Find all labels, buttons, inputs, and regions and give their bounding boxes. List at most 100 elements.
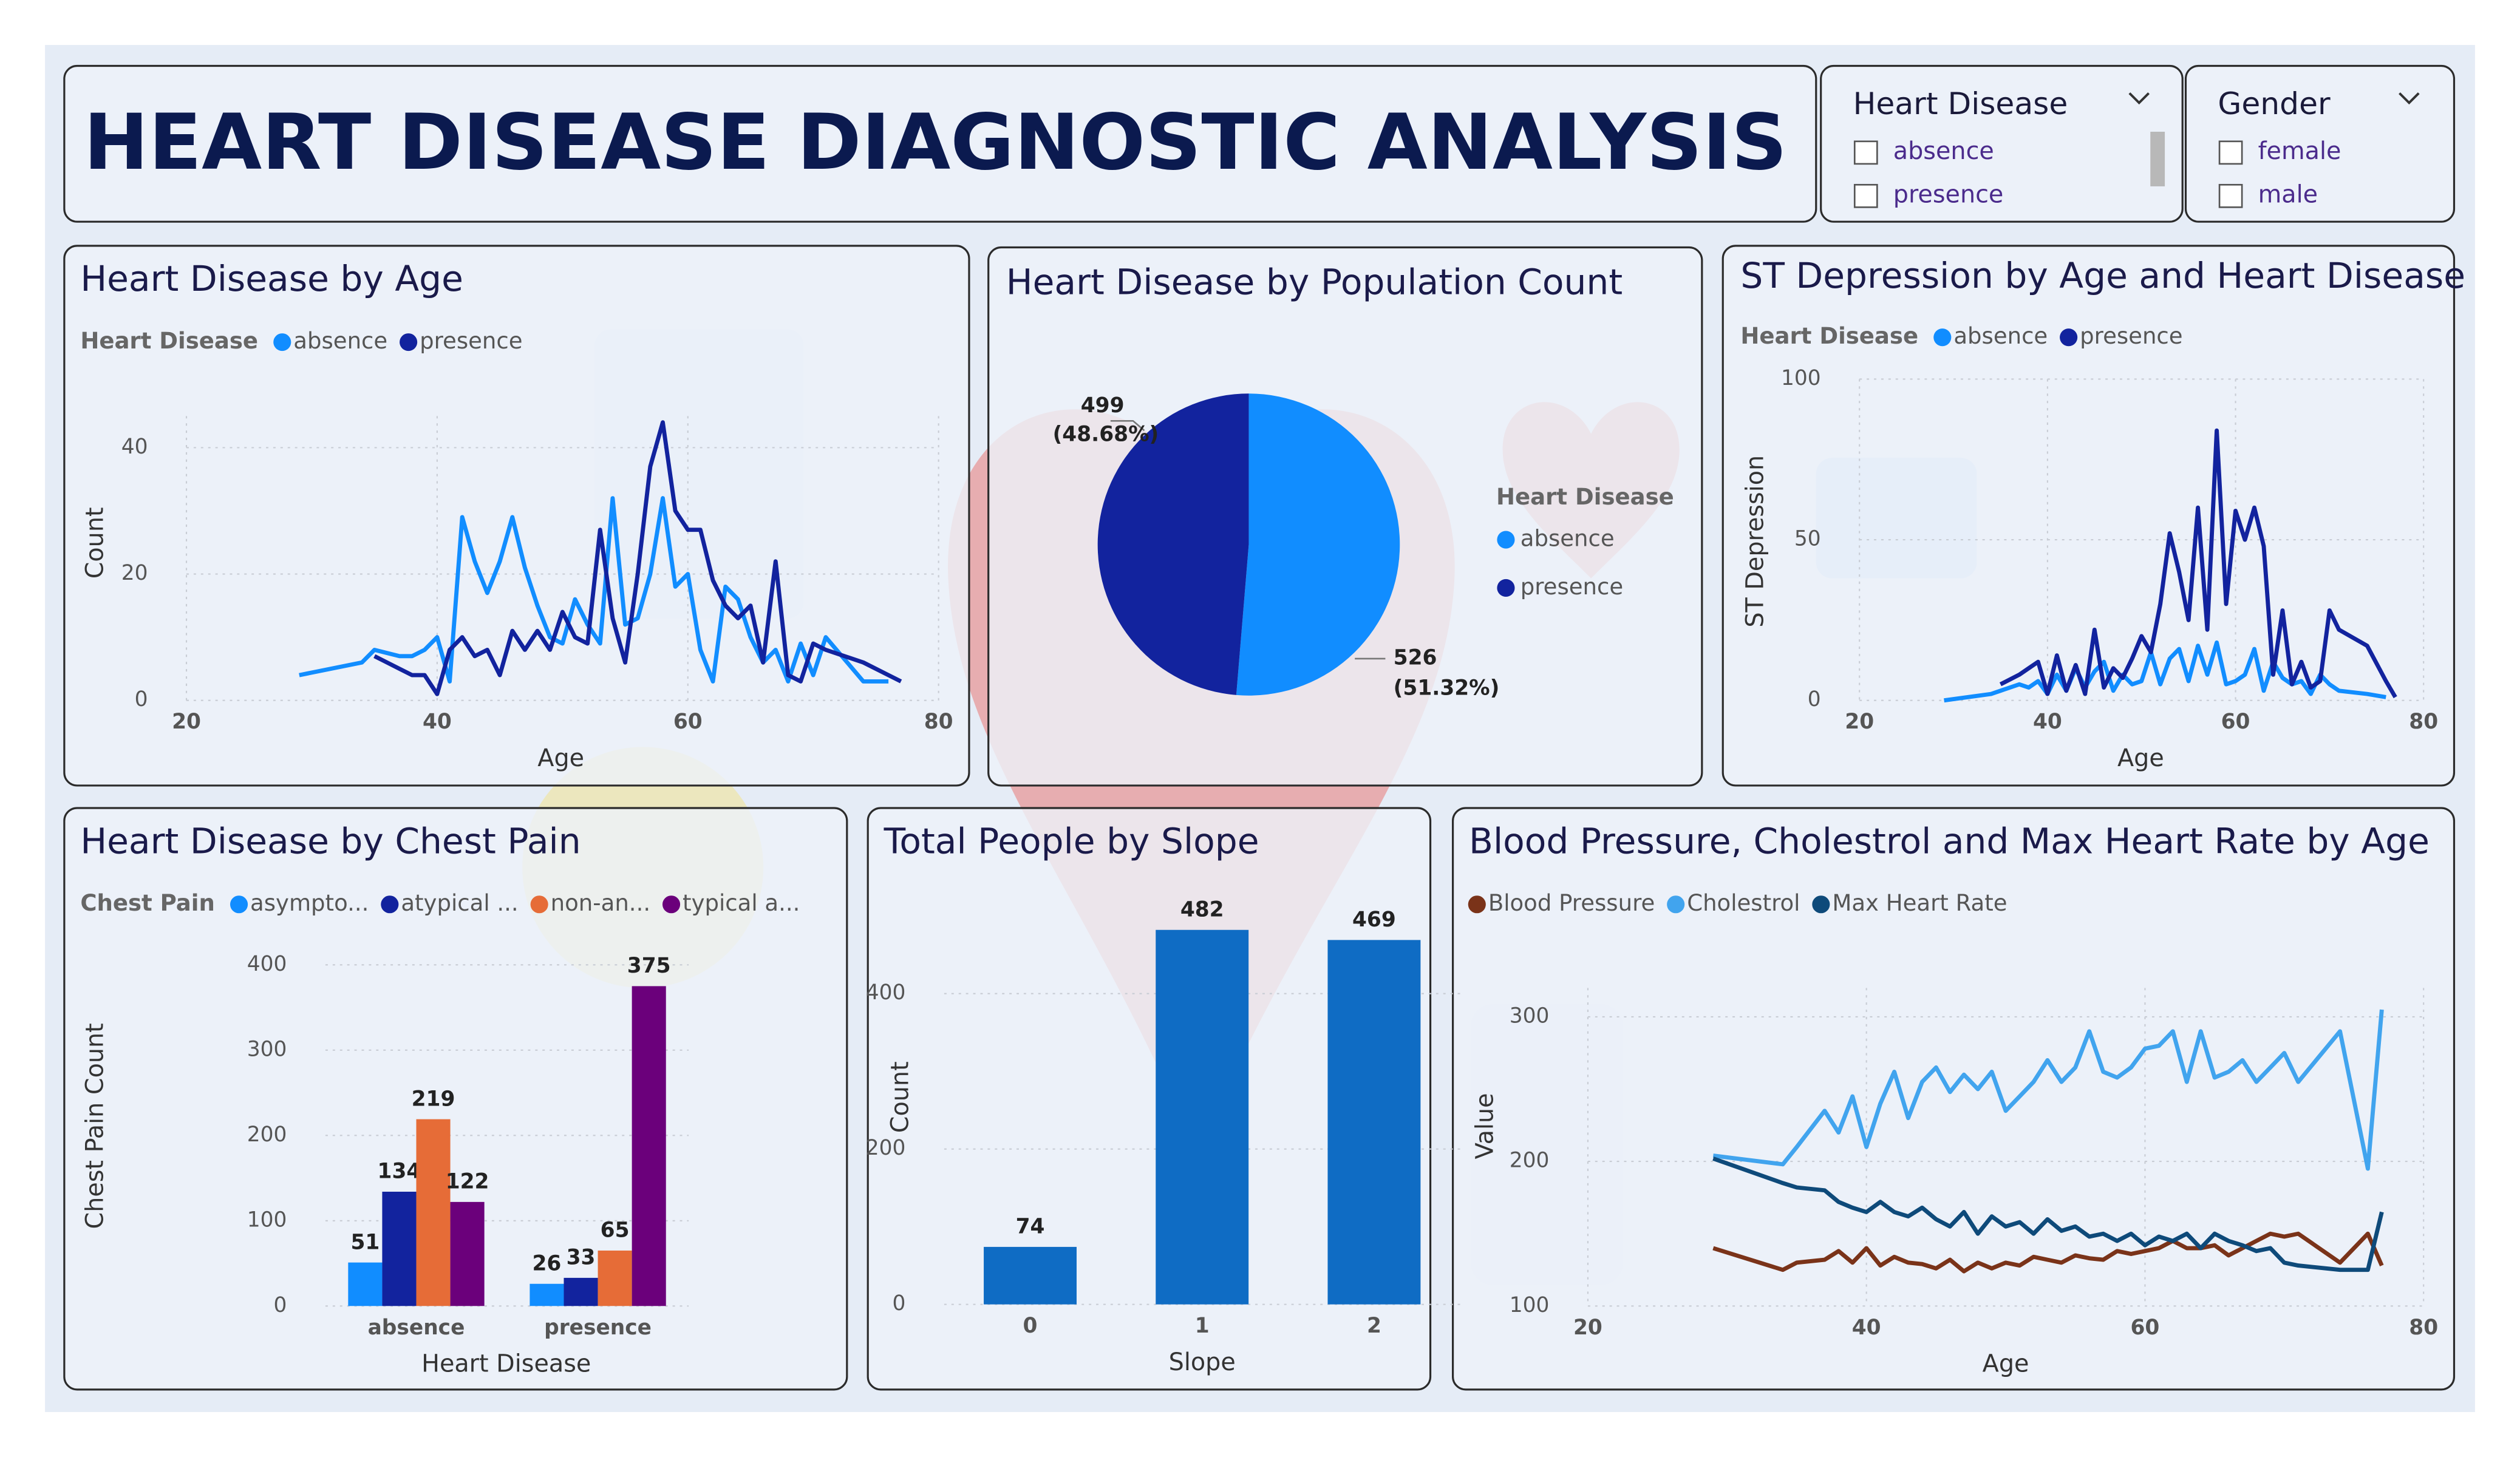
dashboard-title: HEART DISEASE DIAGNOSTIC ANALYSIS: [84, 97, 1787, 187]
bar: [984, 1246, 1077, 1305]
legend-marker: [381, 895, 399, 914]
y-tick-label: 0: [1808, 687, 1821, 712]
slicer-title[interactable]: Heart Disease: [1853, 86, 2068, 121]
x-tick-label: 20: [1573, 1316, 1602, 1340]
legend-marker: [1468, 895, 1486, 914]
x-axis-label: Age: [537, 744, 584, 772]
y-tick-label: 200: [247, 1122, 287, 1147]
y-tick-label: 20: [121, 561, 148, 585]
x-tick-label: 20: [172, 710, 201, 734]
legend-label: Max Heart Rate: [1832, 890, 2007, 916]
x-tick-label: 2: [1367, 1314, 1381, 1338]
title-panel: [63, 64, 1817, 223]
y-axis-label: Chest Pain Count: [81, 1023, 109, 1229]
dropdown-chevron[interactable]: [2128, 92, 2150, 105]
slicer-option[interactable]: female: [2258, 137, 2341, 165]
line-series: [1999, 428, 2397, 699]
y-tick-label: 200: [1510, 1149, 1550, 1173]
data-label: 526: [1394, 645, 1437, 670]
y-tick-label: 0: [893, 1291, 906, 1316]
chart-panel: [63, 245, 970, 787]
line-series: [1712, 1156, 2384, 1272]
x-tick-label: absence: [368, 1316, 465, 1340]
legend-marker: [1812, 895, 1830, 914]
x-tick-label: 60: [2221, 710, 2250, 734]
legend-title: Heart Disease: [80, 328, 258, 354]
line-series: [373, 420, 902, 696]
y-tick-label: 400: [247, 952, 287, 976]
slicer-scrollbar[interactable]: [2150, 131, 2165, 186]
x-tick-label: 40: [423, 710, 452, 734]
data-label: (51.32%): [1394, 676, 1500, 701]
legend-label: presence: [420, 328, 522, 354]
chart-title: Heart Disease by Population Count: [1006, 261, 1623, 302]
legend-marker: [273, 333, 291, 352]
y-tick-label: 0: [135, 687, 148, 712]
legend-title: Chest Pain: [80, 890, 215, 916]
y-tick-label: 200: [866, 1136, 906, 1160]
chart-title: Total People by Slope: [884, 820, 1259, 861]
data-label: 26: [533, 1251, 562, 1275]
line-series: [1944, 640, 2386, 703]
legend-marker: [2060, 328, 2078, 347]
legend-label: asympto...: [250, 890, 369, 916]
bar: [382, 1192, 417, 1306]
x-tick-label: 0: [1023, 1314, 1038, 1338]
slicer-option[interactable]: absence: [1893, 137, 1994, 165]
chart-title: Heart Disease by Chest Pain: [80, 820, 581, 861]
slicer-checkbox[interactable]: [2218, 140, 2243, 165]
y-tick-label: 100: [247, 1207, 287, 1232]
legend-marker: [400, 333, 418, 352]
data-label: 219: [412, 1087, 455, 1111]
x-axis-label: Heart Disease: [421, 1350, 591, 1378]
legend-marker: [1497, 579, 1515, 597]
chart-title: ST Depression by Age and Heart Disease: [1740, 255, 2465, 296]
y-tick-label: 50: [1794, 527, 1821, 551]
slicer-option[interactable]: male: [2258, 180, 2318, 208]
dropdown-chevron[interactable]: [2399, 92, 2420, 105]
slicer-title[interactable]: Gender: [2218, 86, 2331, 121]
bar: [632, 986, 666, 1306]
data-label: 33: [567, 1246, 596, 1270]
slicer-checkbox[interactable]: [1853, 183, 1878, 208]
y-axis-label: Count: [81, 507, 109, 579]
x-tick-label: 20: [1845, 710, 1874, 734]
line-series: [1712, 1009, 2384, 1171]
x-axis-label: Age: [2117, 744, 2164, 772]
x-tick-label: 60: [2131, 1316, 2160, 1340]
legend-label: non-an...: [551, 890, 650, 916]
legend-label: absence: [1953, 323, 2048, 349]
pie-slice: [1236, 393, 1400, 696]
y-tick-label: 400: [866, 980, 906, 1005]
x-tick-label: 80: [2409, 1316, 2438, 1340]
legend-title: Heart Disease: [1740, 323, 1918, 349]
chart-panel: [867, 807, 1432, 1391]
data-label: 482: [1180, 897, 1224, 922]
bar: [598, 1250, 632, 1306]
y-tick-label: 0: [274, 1293, 287, 1317]
slicer-panel: [2184, 64, 2456, 223]
legend-label: absence: [293, 328, 387, 354]
x-axis-label: Age: [1983, 1350, 2029, 1378]
y-axis-label: Value: [1471, 1093, 1499, 1159]
legend-label: absence: [1521, 526, 1615, 552]
y-tick-label: 300: [247, 1037, 287, 1061]
slicer-option[interactable]: presence: [1893, 180, 2004, 208]
slicer-checkbox[interactable]: [2218, 183, 2243, 208]
data-label: 51: [350, 1230, 380, 1254]
slicer-checkbox[interactable]: [1853, 140, 1878, 165]
legend-label: atypical ...: [401, 890, 518, 916]
legend-marker: [230, 895, 248, 914]
y-tick-label: 100: [1510, 1293, 1550, 1317]
bar: [1156, 929, 1249, 1305]
y-tick-label: 100: [1781, 366, 1821, 390]
x-axis-label: Slope: [1169, 1348, 1236, 1376]
legend-marker: [1497, 531, 1515, 549]
legend-title: Heart Disease: [1496, 484, 1674, 510]
bar: [530, 1283, 564, 1306]
x-tick-label: 40: [1852, 1316, 1881, 1340]
legend-marker: [1667, 895, 1685, 914]
chart-title: Blood Pressure, Cholestrol and Max Heart…: [1469, 820, 2430, 861]
